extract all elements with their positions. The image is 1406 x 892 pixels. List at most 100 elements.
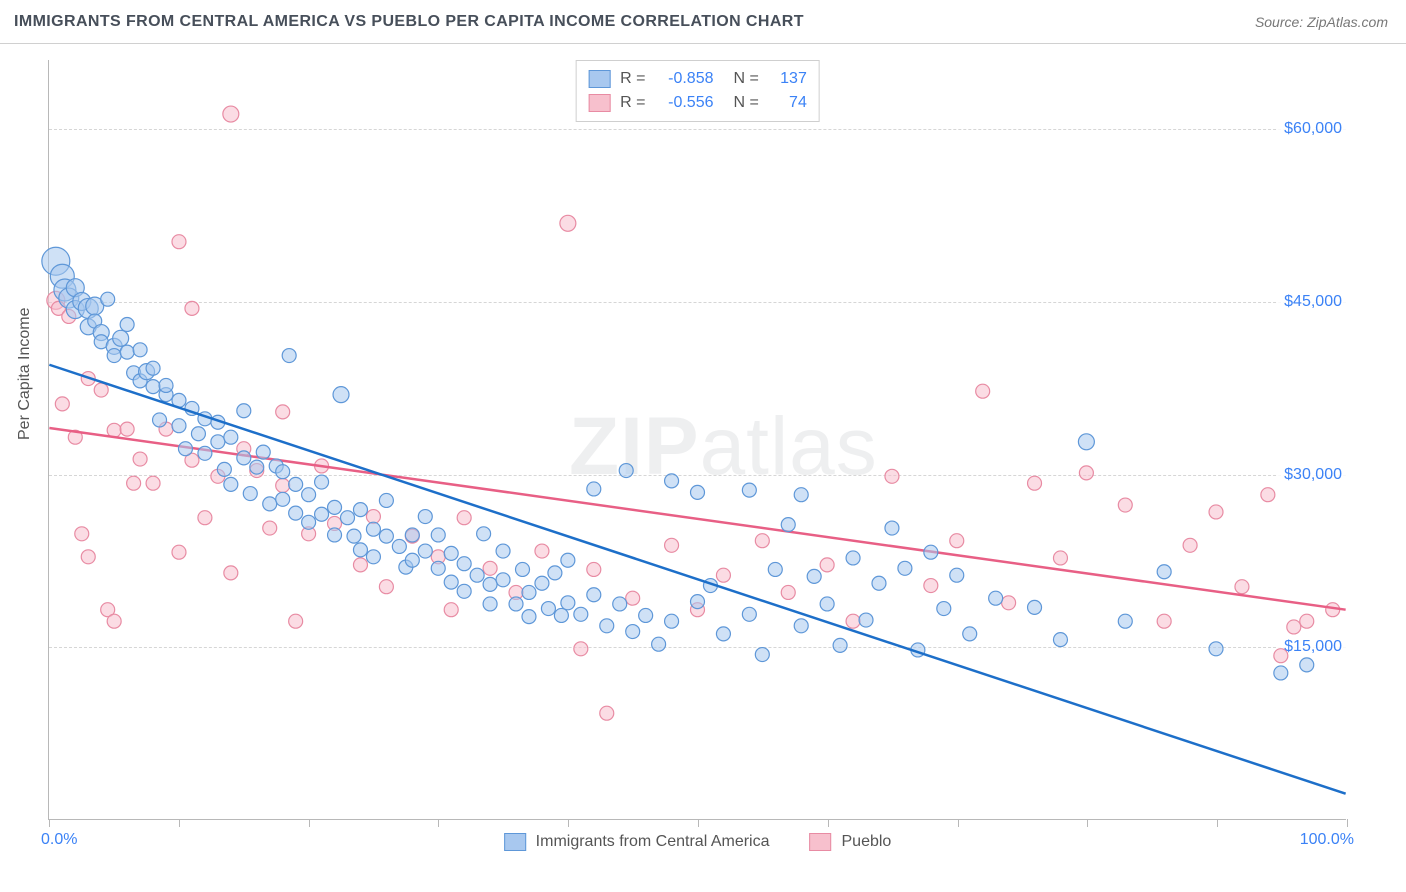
data-point xyxy=(587,588,601,602)
data-point xyxy=(600,706,614,720)
data-point xyxy=(976,384,990,398)
swatch-series1-bottom xyxy=(504,833,526,851)
data-point xyxy=(1118,498,1132,512)
data-point xyxy=(392,539,406,553)
data-point xyxy=(846,551,860,565)
legend-row-series2: R = -0.556 N = 74 xyxy=(588,91,807,115)
data-point xyxy=(341,511,355,525)
data-point xyxy=(94,383,108,397)
data-point xyxy=(1235,580,1249,594)
data-point xyxy=(276,465,290,479)
x-tick xyxy=(958,819,959,827)
data-point xyxy=(133,343,147,357)
data-point xyxy=(755,534,769,548)
data-point xyxy=(276,405,290,419)
data-point xyxy=(833,638,847,652)
series-legend: Immigrants from Central America Pueblo xyxy=(504,833,892,851)
data-point xyxy=(153,413,167,427)
data-point xyxy=(665,538,679,552)
data-point xyxy=(652,637,666,651)
data-point xyxy=(333,387,349,403)
data-point xyxy=(172,235,186,249)
data-point xyxy=(178,442,192,456)
data-point xyxy=(282,349,296,363)
data-point xyxy=(483,561,497,575)
x-tick xyxy=(179,819,180,827)
data-point xyxy=(302,515,316,529)
data-point xyxy=(276,479,290,493)
data-point xyxy=(250,460,264,474)
data-point xyxy=(613,597,627,611)
data-point xyxy=(107,349,121,363)
data-point xyxy=(418,510,432,524)
data-point xyxy=(444,575,458,589)
data-point xyxy=(120,345,134,359)
data-point xyxy=(885,469,899,483)
data-point xyxy=(600,619,614,633)
data-point xyxy=(639,608,653,622)
data-point xyxy=(113,330,129,346)
data-point xyxy=(483,577,497,591)
x-tick xyxy=(698,819,699,827)
data-point xyxy=(198,446,212,460)
data-point xyxy=(768,562,782,576)
data-point xyxy=(963,627,977,641)
data-point xyxy=(496,544,510,558)
data-point xyxy=(1209,642,1223,656)
source-value: ZipAtlas.com xyxy=(1307,14,1388,30)
data-point xyxy=(146,361,160,375)
data-point xyxy=(457,511,471,525)
data-point xyxy=(989,591,1003,605)
data-point xyxy=(691,595,705,609)
data-point xyxy=(561,596,575,610)
data-point xyxy=(263,497,277,511)
data-point xyxy=(1079,466,1093,480)
data-point xyxy=(457,584,471,598)
data-point xyxy=(289,506,303,520)
data-point xyxy=(276,492,290,506)
data-point xyxy=(1118,614,1132,628)
y-axis-title: Per Capita Income xyxy=(16,307,34,440)
data-point xyxy=(366,522,380,536)
data-point xyxy=(872,576,886,590)
data-point xyxy=(1028,600,1042,614)
n-label-1: N = xyxy=(734,67,759,91)
data-point xyxy=(1274,666,1288,680)
data-point xyxy=(1274,649,1288,663)
data-point xyxy=(574,642,588,656)
legend-label-series2: Pueblo xyxy=(842,833,892,851)
data-point xyxy=(483,597,497,611)
data-point xyxy=(885,521,899,535)
swatch-series2-bottom xyxy=(810,833,832,851)
data-point xyxy=(742,607,756,621)
x-tick xyxy=(1347,819,1348,827)
data-point xyxy=(120,422,134,436)
data-point xyxy=(846,614,860,628)
data-point xyxy=(548,566,562,580)
chart-title: IMMIGRANTS FROM CENTRAL AMERICA VS PUEBL… xyxy=(14,13,804,31)
data-point xyxy=(217,462,231,476)
data-point xyxy=(509,597,523,611)
x-tick xyxy=(49,819,50,827)
data-point xyxy=(172,545,186,559)
data-point xyxy=(224,566,238,580)
data-point xyxy=(302,488,316,502)
data-point xyxy=(950,568,964,582)
plot-svg xyxy=(49,60,1346,819)
data-point xyxy=(1053,633,1067,647)
data-point xyxy=(328,528,342,542)
r-value-2: -0.556 xyxy=(656,91,714,115)
x-tick xyxy=(438,819,439,827)
data-point xyxy=(1183,538,1197,552)
data-point xyxy=(535,576,549,590)
data-point xyxy=(237,451,251,465)
data-point xyxy=(198,511,212,525)
data-point xyxy=(223,106,239,122)
data-point xyxy=(477,527,491,541)
data-point xyxy=(81,550,95,564)
data-point xyxy=(1002,596,1016,610)
x-tick xyxy=(568,819,569,827)
data-point xyxy=(353,558,367,572)
data-point xyxy=(1287,620,1301,634)
n-label-2: N = xyxy=(734,91,759,115)
